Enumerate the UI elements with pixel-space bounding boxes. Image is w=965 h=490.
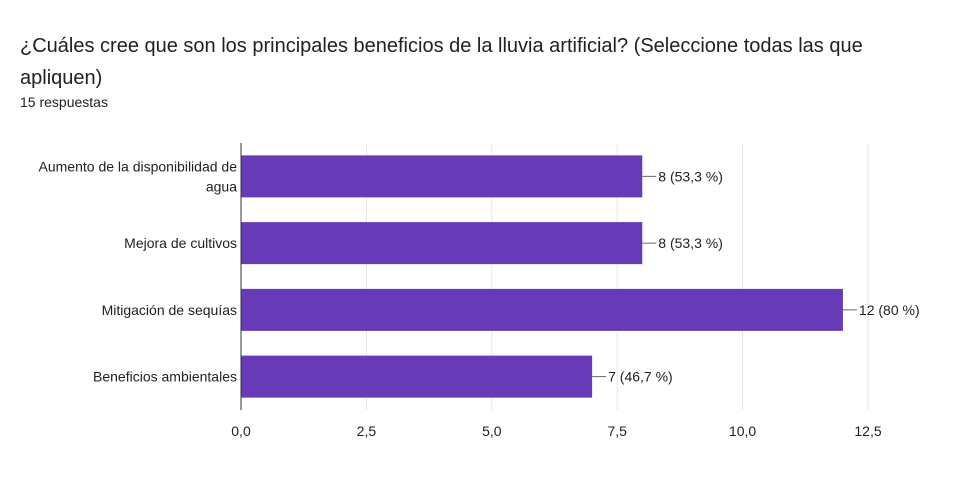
data-label: 12 (80 %) bbox=[859, 302, 920, 318]
labels: 0,0 2,5 5,0 7,5 10,0 12,5 8 (53,3 %) Aumento de… bbox=[39, 158, 920, 439]
x-tick-label: 0,0 bbox=[231, 423, 251, 439]
data-label: 8 (53,3 %) bbox=[658, 168, 723, 184]
bar bbox=[241, 288, 843, 331]
category-label: Beneficios ambientales bbox=[93, 369, 237, 385]
data-label: 7 (46,7 %) bbox=[608, 369, 673, 385]
x-tick-label: 2,5 bbox=[357, 423, 377, 439]
bar bbox=[241, 155, 643, 198]
x-tick-label: 12,5 bbox=[854, 423, 881, 439]
category-label: Mitigación de sequías bbox=[102, 302, 237, 318]
category-label: Mejora de cultivos bbox=[124, 235, 237, 251]
data-label: 8 (53,3 %) bbox=[658, 235, 723, 251]
category-label: agua bbox=[206, 178, 237, 194]
response-count: 15 respuestas bbox=[20, 94, 108, 110]
x-tick-label: 5,0 bbox=[482, 423, 502, 439]
bar bbox=[241, 222, 643, 265]
x-tick-label: 10,0 bbox=[729, 423, 756, 439]
category-label: Aumento de la disponibilidad de bbox=[39, 158, 238, 174]
chart-title: ¿Cuáles cree que son los principales ben… bbox=[20, 35, 863, 89]
bars bbox=[241, 155, 843, 398]
x-tick-label: 7,5 bbox=[607, 423, 627, 439]
bar bbox=[241, 355, 593, 398]
